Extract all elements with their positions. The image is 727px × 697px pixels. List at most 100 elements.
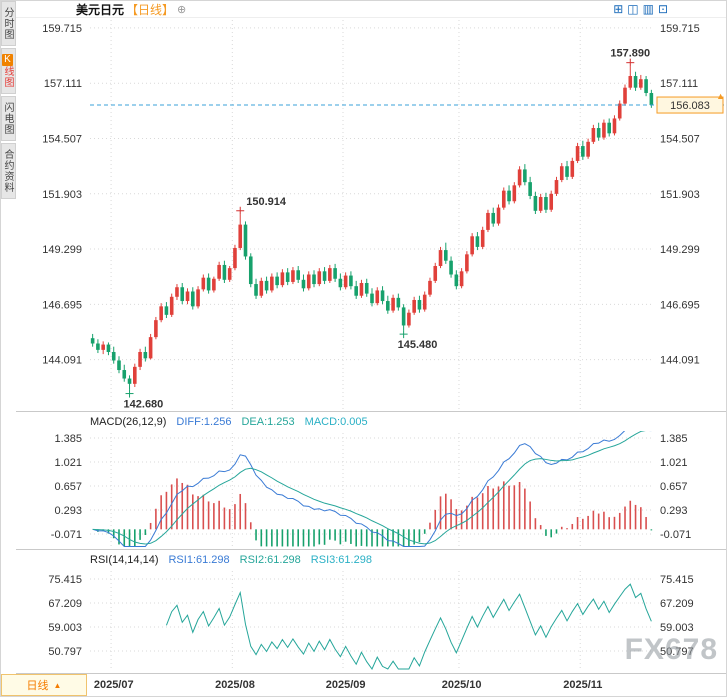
- date-label: 2025/09: [325, 679, 366, 691]
- candle: [465, 254, 469, 272]
- candle: [617, 103, 622, 119]
- candle: [459, 271, 464, 287]
- price-axis-label-right: 151.903: [660, 189, 700, 201]
- chart-main: 美元日元 【日线】 ⊕ ⊞ ◫ ▥ ⊡ 159.715 159.715 157.11…: [16, 1, 727, 696]
- macd-axis-label-left: -0.071: [51, 529, 82, 541]
- candle: [581, 146, 585, 157]
- candle: [501, 190, 506, 208]
- split-view-icon[interactable]: ◫: [627, 2, 639, 16]
- sidebar-tab-contract-info[interactable]: 合约资料: [1, 143, 16, 199]
- candle: [254, 284, 258, 296]
- candle: [359, 282, 364, 296]
- candle: [428, 280, 432, 295]
- rsi-axis-label-left: 59.003: [48, 622, 82, 634]
- chart-style-icon[interactable]: ▥: [642, 2, 654, 16]
- candle: [596, 128, 601, 138]
- candle: [507, 190, 511, 202]
- grid-layout-icon[interactable]: ⊞: [613, 2, 624, 16]
- candle: [227, 268, 232, 280]
- candle: [233, 247, 237, 269]
- fullscreen-icon[interactable]: ⊡: [657, 2, 668, 16]
- rsi-chart[interactable]: 75.415 75.415 67.209 67.209 59.003 59.003 50.7…: [16, 569, 727, 673]
- time-axis: 2025/07 2025/08 2025/09 2025/10 2025/11: [16, 673, 726, 696]
- candle: [591, 128, 596, 142]
- candle: [222, 264, 227, 280]
- candle: [549, 193, 554, 210]
- candle: [180, 287, 185, 302]
- macd-axis-label-right: 1.385: [660, 433, 688, 445]
- sidebar: 分时图 K线图 闪电图 合约资料: [1, 1, 16, 199]
- candle: [96, 343, 100, 350]
- candle: [328, 268, 332, 281]
- price-axis-label-right: 146.695: [660, 299, 700, 311]
- candle: [212, 278, 216, 291]
- candle: [111, 351, 116, 361]
- candle: [206, 277, 211, 291]
- candle: [565, 166, 569, 177]
- candle: [533, 195, 538, 211]
- macd-dea-value: DEA:1.253: [241, 415, 295, 428]
- candle: [628, 76, 633, 88]
- period-selector[interactable]: 日线 ▲: [1, 674, 87, 696]
- candle: [317, 271, 322, 285]
- candle: [275, 276, 279, 286]
- candle: [554, 180, 559, 194]
- rsi-axis-label-left: 50.797: [48, 646, 82, 658]
- candle: [201, 277, 206, 290]
- macd-header: MACD(26,12,9) DIFF:1.256 DEA:1.253 MACD:…: [16, 411, 726, 431]
- candle: [190, 291, 195, 307]
- price-axis-label-left: 157.111: [44, 78, 82, 90]
- candle: [154, 320, 158, 338]
- candle: [422, 294, 427, 310]
- rsi-line: [165, 583, 652, 670]
- add-indicator-icon[interactable]: ⊕: [177, 3, 187, 16]
- macd-axis-label-right: 0.293: [660, 505, 688, 517]
- macd-chart[interactable]: 1.385 1.385 1.021 1.021 0.657 0.657 0.293 0.293…: [16, 431, 727, 549]
- candle: [496, 207, 501, 224]
- candle: [602, 122, 606, 138]
- price-axis-label-left: 159.715: [42, 23, 82, 35]
- rsi3-value: RSI3:61.298: [310, 553, 372, 566]
- candle: [306, 274, 311, 289]
- macd-axis-label-right: 0.657: [660, 481, 688, 493]
- candle: [417, 299, 422, 310]
- rsi-axis-label-right: 67.209: [660, 598, 694, 610]
- candle: [449, 260, 453, 275]
- candle: [354, 286, 358, 296]
- candle: [122, 370, 127, 379]
- candle: [544, 197, 548, 210]
- candle: [575, 146, 580, 161]
- rsi-header: RSI(14,14,14) RSI1:61.298 RSI2:61.298 RS…: [16, 549, 726, 569]
- candle: [480, 229, 485, 247]
- candle: [649, 92, 654, 106]
- candle: [322, 271, 327, 281]
- candle: [412, 299, 416, 313]
- candle: [433, 266, 438, 281]
- candle: [486, 212, 490, 230]
- candle: [612, 118, 617, 134]
- price-axis-label-right: 157.111: [660, 78, 698, 90]
- candle: [607, 122, 611, 134]
- rsi-title: RSI(14,14,14): [90, 553, 159, 566]
- price-axis-label-left: 149.299: [42, 244, 82, 256]
- price-axis-label-left: 146.695: [42, 299, 82, 311]
- sidebar-tab-lightning[interactable]: 闪电图: [1, 96, 16, 141]
- candle: [296, 270, 301, 280]
- price-chart[interactable]: 159.715 159.715 157.111 157.111 154.507 154.5…: [16, 18, 727, 411]
- rsi1-value: RSI1:61.298: [168, 553, 230, 566]
- layout-icons: ⊞ ◫ ▥ ⊡: [613, 2, 668, 16]
- candle: [639, 79, 643, 88]
- rsi-axis-label-left: 67.209: [48, 598, 82, 610]
- sidebar-tab-kline[interactable]: K线图: [1, 48, 16, 94]
- sidebar-tab-timeshare[interactable]: 分时图: [1, 1, 16, 46]
- candle: [454, 274, 459, 287]
- price-annotation: 157.890: [610, 48, 650, 60]
- macd-histogram: [97, 478, 653, 547]
- candle: [143, 351, 148, 359]
- price-axis-label-right: 159.715: [660, 23, 700, 35]
- rsi-axis-label-left: 75.415: [48, 574, 82, 586]
- macd-title: MACD(26,12,9): [90, 415, 167, 428]
- macd-axis-label-left: 0.657: [54, 481, 82, 493]
- candle: [517, 169, 522, 186]
